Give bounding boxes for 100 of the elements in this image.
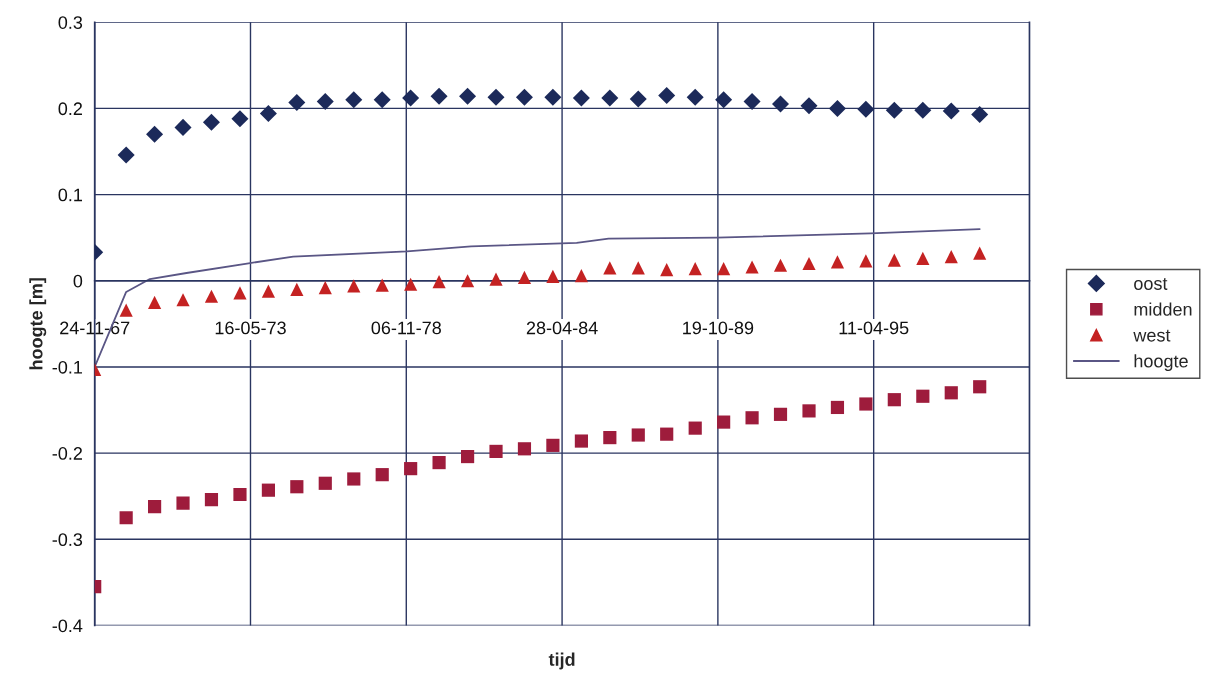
point	[261, 483, 275, 497]
y-tick-label: -0.4	[52, 619, 83, 633]
point	[375, 278, 389, 292]
point	[402, 89, 420, 107]
point	[404, 462, 418, 476]
point	[743, 93, 761, 111]
point	[347, 472, 361, 486]
point	[603, 431, 617, 445]
y-tick-label: -0.1	[52, 360, 83, 374]
point	[489, 272, 503, 286]
point	[830, 255, 845, 269]
point	[715, 91, 733, 109]
point	[204, 493, 219, 507]
point	[773, 258, 788, 272]
y-tick-label: 0	[73, 274, 83, 288]
point	[233, 487, 247, 502]
point	[546, 269, 560, 284]
point	[288, 93, 306, 111]
point	[375, 468, 389, 482]
x-tick-label: 11-04-95	[839, 321, 909, 335]
point	[971, 105, 989, 123]
point	[688, 262, 702, 276]
x-axis-title: tijd	[548, 652, 575, 670]
point	[459, 87, 477, 105]
y-axis-title: hoogte [m]	[29, 278, 47, 370]
point	[432, 456, 446, 470]
point	[318, 476, 332, 490]
x-tick-label: 19-10-89	[683, 321, 754, 335]
point	[828, 99, 846, 117]
point	[859, 254, 873, 268]
point	[404, 277, 418, 291]
point	[202, 113, 220, 131]
point	[290, 282, 304, 296]
point	[857, 100, 875, 118]
point	[318, 281, 332, 295]
y-tick-label: 0.1	[58, 188, 83, 202]
y-tick-label: 0.3	[58, 16, 83, 29]
point	[489, 444, 503, 458]
point	[461, 449, 475, 464]
point	[259, 105, 277, 123]
point	[859, 397, 873, 411]
point	[204, 289, 219, 303]
point	[658, 86, 676, 104]
point	[517, 442, 532, 456]
y-tick-label: 0.2	[58, 102, 82, 116]
point	[347, 279, 361, 293]
point	[148, 499, 162, 514]
point	[146, 125, 164, 143]
point	[261, 284, 275, 298]
point	[233, 286, 247, 300]
legend-label: oost	[1134, 278, 1168, 290]
x-tick-label: 06-11-78	[371, 321, 441, 335]
point	[944, 386, 958, 400]
point	[546, 438, 560, 452]
point	[802, 256, 816, 271]
point	[802, 404, 816, 418]
point	[631, 428, 645, 442]
point	[887, 393, 901, 407]
point	[544, 88, 562, 106]
point	[916, 251, 930, 265]
point	[629, 90, 647, 108]
point	[885, 101, 903, 119]
point	[660, 262, 674, 277]
point	[119, 303, 133, 317]
point	[176, 293, 190, 307]
point	[745, 411, 759, 425]
legend-label: west	[1133, 329, 1171, 342]
x-tick-label: 16-05-73	[215, 321, 286, 335]
point	[772, 95, 790, 113]
point	[660, 427, 674, 441]
point	[631, 261, 645, 275]
y-tick-label: -0.3	[52, 533, 83, 547]
point	[686, 88, 704, 106]
point	[461, 274, 475, 288]
point	[800, 97, 818, 115]
legend-label: midden	[1134, 302, 1192, 316]
point	[517, 270, 532, 284]
point	[830, 400, 845, 415]
point	[717, 262, 731, 276]
point	[914, 101, 932, 119]
point	[574, 434, 588, 448]
point	[316, 93, 334, 111]
legend-label: hoogte	[1134, 354, 1188, 372]
point	[430, 87, 448, 105]
x-tick-label: 28-04-84	[526, 321, 598, 335]
point	[487, 88, 505, 106]
point	[515, 88, 533, 106]
point	[572, 89, 590, 107]
point	[432, 275, 446, 289]
point	[601, 89, 619, 107]
point	[717, 415, 731, 429]
point	[117, 146, 135, 164]
point	[174, 118, 192, 136]
y-tick-label: -0.2	[52, 447, 82, 460]
point	[944, 250, 958, 264]
point	[745, 260, 759, 274]
point	[942, 102, 960, 120]
point	[176, 496, 190, 510]
point	[916, 389, 930, 403]
point	[119, 511, 133, 525]
